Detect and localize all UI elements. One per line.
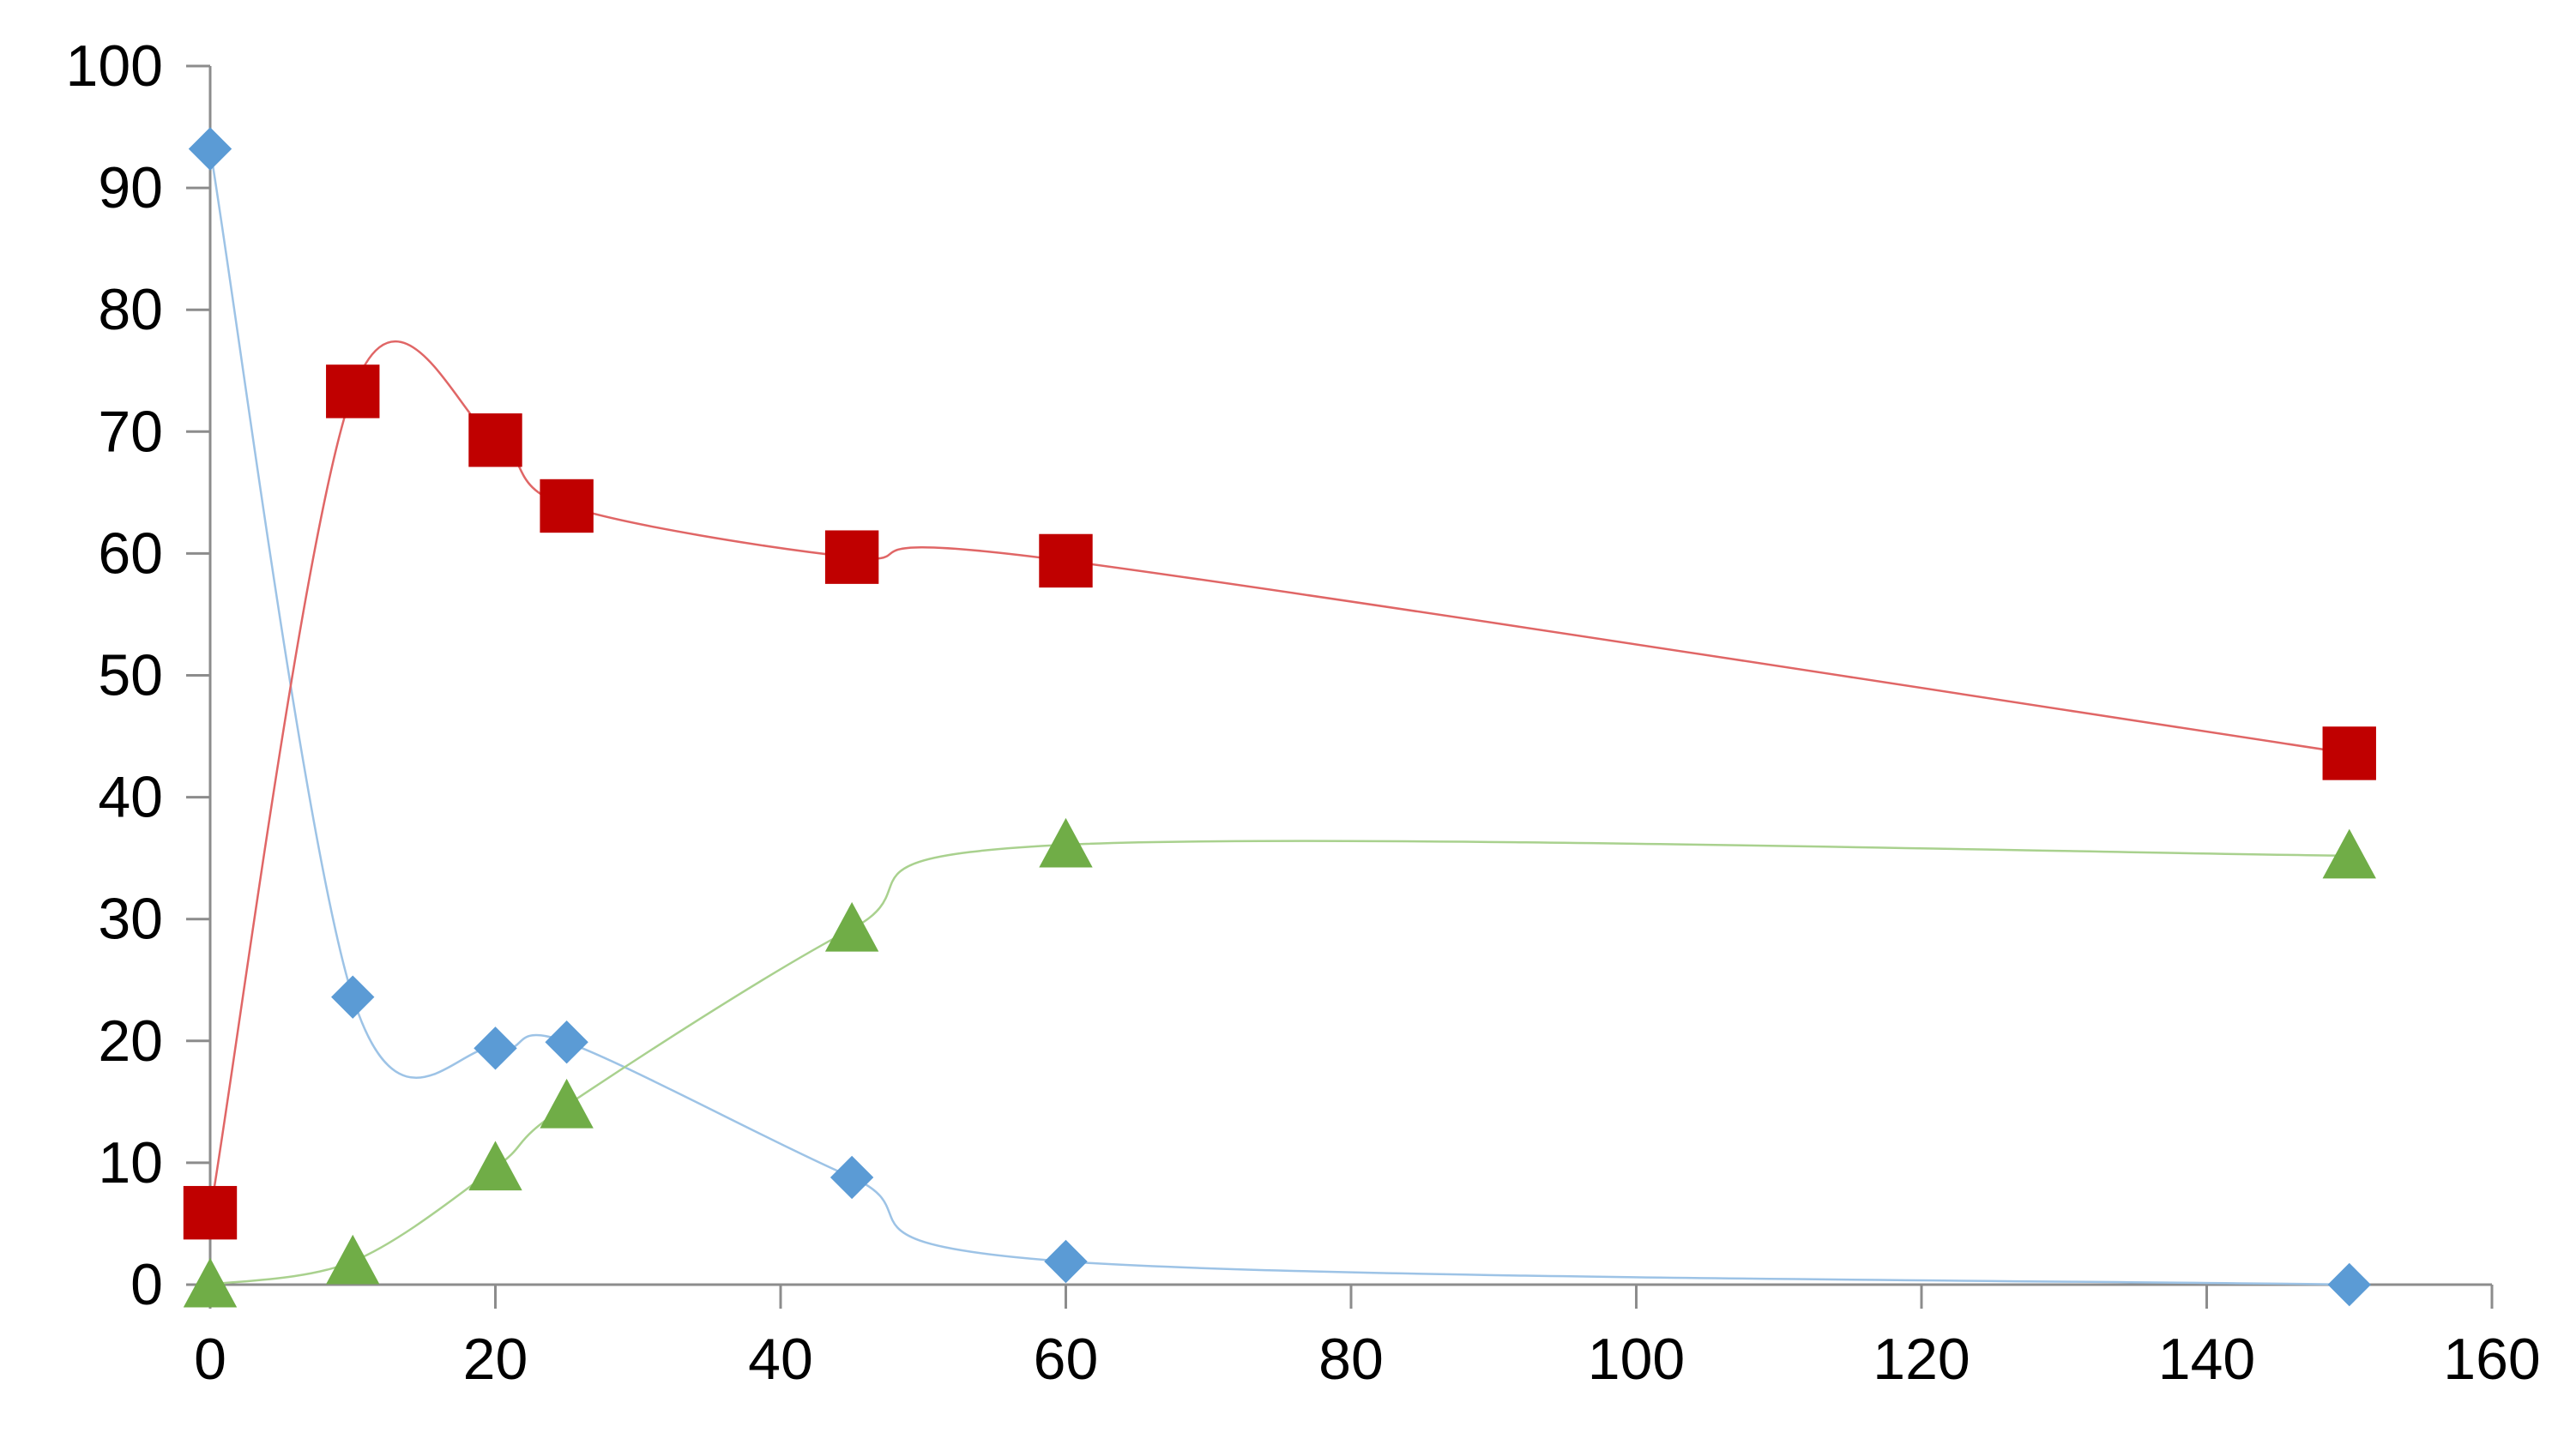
x-tick-label: 140 [2158, 1327, 2255, 1392]
data-point-square [183, 1185, 238, 1240]
y-tick-label: 40 [98, 765, 163, 830]
data-point-diamond [474, 1027, 517, 1070]
data-point-diamond [331, 975, 375, 1019]
y-tick-label: 60 [98, 521, 163, 586]
x-tick-label: 40 [748, 1327, 813, 1392]
data-point-diamond [1044, 1239, 1088, 1284]
x-tick-label: 120 [1873, 1327, 1970, 1392]
y-tick-label: 20 [98, 1009, 163, 1074]
data-point-diamond [2327, 1262, 2371, 1307]
series-line-square [208, 340, 2350, 1213]
x-tick-label: 60 [1034, 1327, 1099, 1392]
y-tick-label: 100 [66, 33, 163, 99]
data-point-triangle [540, 1078, 594, 1129]
data-point-triangle [468, 1141, 522, 1191]
y-tick-label: 70 [98, 399, 163, 464]
data-point-square [2322, 726, 2376, 780]
data-point-triangle [326, 1234, 380, 1285]
x-tick-label: 20 [463, 1327, 528, 1392]
series-line-diamond [208, 148, 2350, 1286]
x-tick-label: 80 [1318, 1327, 1384, 1392]
series-line-triangle [209, 840, 2350, 1286]
data-point-diamond [830, 1155, 874, 1200]
y-tick-label: 90 [98, 155, 163, 220]
y-tick-label: 80 [98, 277, 163, 342]
x-tick-label: 100 [1588, 1327, 1685, 1392]
x-tick-label: 0 [194, 1327, 226, 1392]
x-tick-label: 160 [2443, 1327, 2540, 1392]
data-point-square [824, 530, 879, 584]
series-lines [208, 148, 2350, 1286]
y-tick-label: 0 [130, 1252, 163, 1317]
series-markers [183, 127, 2376, 1308]
data-point-diamond [188, 127, 232, 171]
data-point-triangle [183, 1257, 238, 1308]
tick-labels: 0 10 20 30 40 50 60 70 80 90 100 0 20 40 60 80 100 120 140… [66, 33, 2541, 1392]
data-point-square [1039, 533, 1093, 588]
data-point-square [540, 479, 594, 533]
data-point-triangle [2322, 828, 2376, 879]
data-point-square [468, 413, 522, 467]
y-tick-label: 50 [98, 643, 163, 708]
y-tick-label: 10 [98, 1130, 163, 1195]
data-point-square [326, 364, 380, 418]
axes [186, 64, 2494, 1309]
data-point-triangle [1039, 817, 1093, 868]
data-point-diamond [545, 1021, 588, 1064]
y-tick-label: 30 [98, 887, 163, 952]
data-point-triangle [824, 901, 879, 952]
